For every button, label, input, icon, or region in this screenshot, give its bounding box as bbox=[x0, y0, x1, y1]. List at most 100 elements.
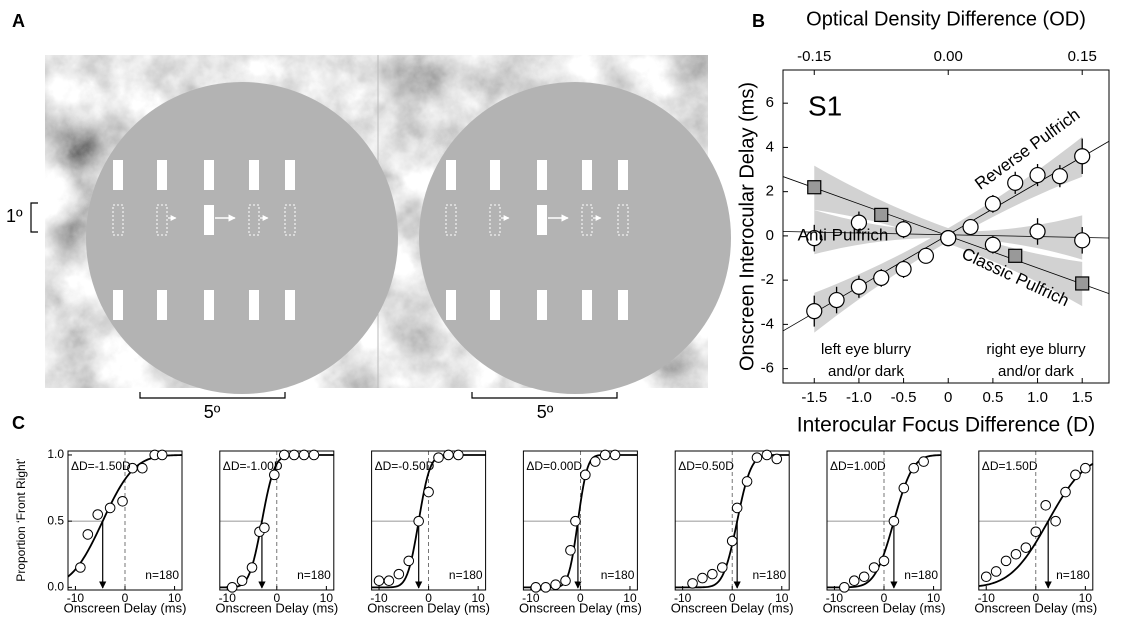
data-point bbox=[540, 582, 552, 593]
y-tick-label: -4 bbox=[761, 315, 774, 332]
x-tick-label: 0 bbox=[273, 591, 280, 605]
data-point bbox=[137, 462, 148, 474]
y-tick-label: 6 bbox=[766, 94, 774, 111]
x-tick-label: 10 bbox=[471, 591, 485, 605]
bar bbox=[249, 290, 259, 320]
data-point bbox=[1050, 515, 1061, 527]
x-axis-label: Onscreen Delay (ms) bbox=[671, 600, 794, 615]
dashed-bar bbox=[284, 204, 296, 236]
data-point bbox=[741, 476, 753, 487]
annotation: left eye blurry bbox=[821, 341, 912, 358]
bar bbox=[537, 160, 547, 190]
x-tick-label: 0 bbox=[1032, 591, 1039, 605]
data-point bbox=[858, 571, 870, 583]
condition-label: ΔD=-0.50D bbox=[375, 459, 435, 473]
x2-tick-label: 0.00 bbox=[934, 48, 963, 65]
data-point bbox=[423, 486, 434, 498]
x-tick-label: -10 bbox=[219, 591, 237, 605]
y-tick-label: -6 bbox=[761, 360, 774, 377]
data-point bbox=[570, 515, 581, 527]
bar bbox=[249, 160, 259, 190]
data-point bbox=[726, 535, 738, 547]
data-point bbox=[269, 469, 280, 481]
data-point bbox=[550, 579, 561, 591]
stimulus-disc bbox=[86, 82, 398, 394]
fit-curve bbox=[978, 463, 1094, 587]
data-point bbox=[697, 572, 708, 584]
x-tick-label: 0.5 bbox=[982, 389, 1003, 406]
scale-bracket bbox=[30, 202, 38, 233]
data-point bbox=[82, 529, 94, 540]
data-point bbox=[1000, 555, 1012, 567]
data-point bbox=[1051, 168, 1068, 185]
data-point bbox=[874, 207, 889, 222]
data-point bbox=[873, 269, 890, 287]
data-point bbox=[940, 230, 957, 247]
condition-label: ΔD=-1.50D bbox=[71, 459, 131, 473]
data-point bbox=[839, 582, 850, 593]
data-point bbox=[731, 502, 743, 514]
x-tick-label: 0 bbox=[425, 591, 432, 605]
bar bbox=[537, 205, 547, 235]
data-point bbox=[403, 555, 415, 567]
data-point bbox=[771, 453, 783, 465]
data-point bbox=[226, 582, 238, 593]
panel-label: A bbox=[12, 11, 25, 31]
data-point bbox=[716, 562, 728, 573]
x-tick-label: 10 bbox=[927, 591, 941, 605]
y-tick-label: 1.0 bbox=[47, 447, 64, 461]
dashed-bar bbox=[112, 204, 124, 236]
data-point bbox=[1080, 462, 1091, 474]
x-tick-label: -10 bbox=[978, 591, 996, 605]
dashed-bar bbox=[489, 204, 501, 236]
data-point bbox=[599, 449, 611, 461]
trial-count: n=180 bbox=[601, 568, 635, 582]
data-point bbox=[1008, 248, 1023, 263]
x-tick-label: -0.5 bbox=[891, 389, 917, 406]
scale-bar-label: 5º bbox=[204, 402, 221, 422]
stimulus-panel: A 1º 5º 5º bbox=[6, 11, 731, 422]
bar bbox=[113, 290, 123, 320]
x-tick-label: 10 bbox=[320, 591, 334, 605]
bar bbox=[204, 205, 214, 235]
condition-label: ΔD=1.50D bbox=[982, 459, 1038, 473]
plot-frame bbox=[782, 69, 1110, 384]
x-tick-label: 1.5 bbox=[1072, 389, 1093, 406]
data-point bbox=[75, 562, 86, 573]
y-tick-label: 0 bbox=[766, 227, 774, 244]
dashed-bar bbox=[581, 204, 593, 236]
data-point bbox=[828, 291, 845, 309]
y-tick-label: 4 bbox=[766, 138, 774, 155]
data-point bbox=[1075, 276, 1090, 291]
data-point bbox=[288, 449, 300, 461]
y-tick-label: 0.0 bbox=[47, 580, 64, 594]
y-tick-label: -2 bbox=[761, 271, 774, 288]
x-tick-label: 1.0 bbox=[1027, 389, 1048, 406]
stimulus-disc bbox=[419, 82, 731, 394]
scale-bar-label: 5º bbox=[537, 402, 554, 422]
data-point bbox=[609, 449, 621, 461]
trial-count: n=180 bbox=[904, 568, 938, 582]
panel-label: C bbox=[12, 413, 25, 433]
scale-bar bbox=[139, 392, 286, 399]
data-point bbox=[990, 566, 1002, 577]
bar bbox=[157, 290, 167, 320]
data-point bbox=[1029, 223, 1046, 240]
data-point bbox=[1060, 486, 1071, 498]
x-tick-label: 10 bbox=[623, 591, 637, 605]
data-point bbox=[453, 449, 464, 461]
y-tick-label: 2 bbox=[766, 183, 774, 200]
data-point bbox=[962, 218, 979, 236]
fit-curve bbox=[371, 454, 486, 589]
x-axis-label: Interocular Focus Difference (D) bbox=[797, 414, 1095, 437]
data-point bbox=[806, 303, 823, 320]
data-point bbox=[308, 449, 320, 461]
x2-tick-label: 0.15 bbox=[1068, 48, 1097, 65]
data-point bbox=[104, 502, 116, 514]
data-point bbox=[761, 449, 773, 461]
series-label: Anti Pulfrich bbox=[798, 225, 889, 244]
annotation: and/or dark bbox=[828, 363, 904, 380]
data-point bbox=[1010, 548, 1022, 560]
x-tick-label: -10 bbox=[674, 591, 692, 605]
